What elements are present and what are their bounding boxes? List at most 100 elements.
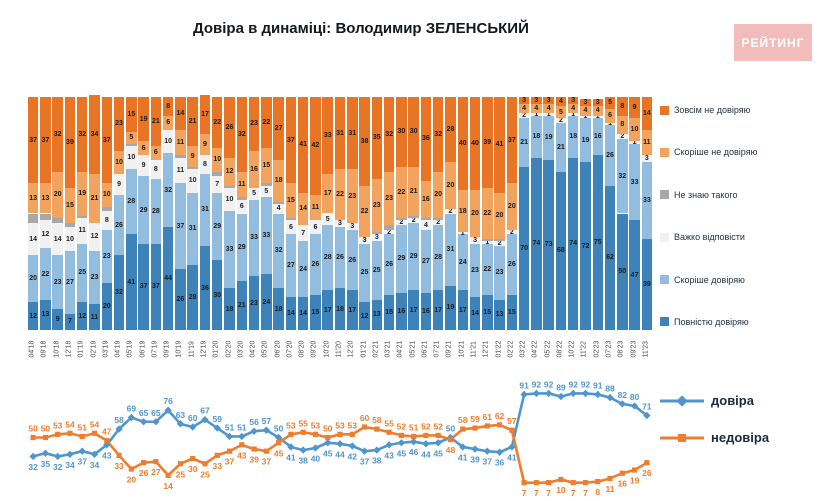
bar-value-label: 37: [151, 283, 160, 291]
bar-value-label: 4: [571, 105, 576, 113]
bar-value-label: 29: [409, 253, 418, 261]
bar-segment: [76, 215, 88, 219]
line-marker: [644, 460, 650, 466]
bar-value-label: 13: [495, 311, 504, 319]
bar-segment: 20: [445, 162, 456, 209]
bar-segment: [52, 218, 63, 223]
bar-segment: 1: [592, 113, 603, 120]
legend-item-full-distrust: Зовсім не довіряю: [660, 105, 815, 115]
bar-value-label: 42: [311, 142, 320, 150]
bar-segment: 6: [285, 220, 297, 235]
bar-segment: 3: [592, 99, 603, 106]
line-marker: [324, 439, 332, 447]
line-marker: [312, 431, 319, 437]
hard-say-swatch-icon: [660, 232, 669, 242]
bar-value-label: 30: [409, 128, 418, 136]
bar-value-label: 23: [102, 253, 111, 261]
line-value-label: 50: [274, 424, 284, 434]
line-value-label: 65: [151, 408, 161, 418]
bar-segment: 26: [113, 194, 125, 256]
bar-segment: 1: [531, 111, 542, 118]
x-axis-label: 08'20: [298, 340, 306, 358]
line-value-label: 26: [139, 468, 149, 478]
bar-segment: 6: [310, 220, 321, 235]
bar-value-label: 26: [311, 261, 320, 269]
bar-value-label: 21: [237, 302, 246, 310]
line-value-label: 69: [127, 404, 137, 414]
x-axis-label: 07'23: [605, 340, 613, 358]
bar-value-label: 16: [593, 133, 602, 141]
bar-segment: 73: [543, 159, 554, 330]
bar-segment: 12: [27, 302, 39, 330]
bar-segment: 74: [531, 157, 542, 330]
x-axis-label: 11'23: [642, 341, 650, 358]
bar-value-label: 10: [102, 191, 111, 199]
bar-value-label: 2: [497, 240, 502, 248]
x-axis-label: 03'20: [237, 340, 245, 358]
bar-value-label: 22: [213, 119, 222, 127]
bar-value-label: 38: [360, 137, 369, 145]
bar-value-label: 37: [176, 222, 185, 230]
bar-value-label: 3: [546, 97, 551, 104]
bar-segment: 27: [273, 97, 284, 160]
line-value-label: 45: [433, 448, 443, 458]
line-value-label: 33: [213, 461, 223, 471]
line-value-label: 52: [397, 421, 407, 431]
bar-segment: 70: [518, 166, 530, 330]
x-axis-label: 09'23: [630, 340, 638, 358]
bar-value-label: 14: [176, 109, 185, 117]
bar-value-label: 3: [338, 220, 342, 228]
line-value-label: 50: [446, 424, 456, 434]
bar-value-label: 18: [336, 305, 344, 313]
bar-value-label: 39: [483, 138, 492, 146]
bar-value-label: 44: [164, 275, 173, 283]
bar-value-label: 4: [522, 105, 527, 113]
bar-value-label: 10: [66, 235, 74, 243]
bar-segment: 23: [52, 255, 63, 310]
bar-value-label: 8: [620, 121, 625, 129]
bar-segment: 26: [506, 234, 518, 296]
bar-value-label: 24: [262, 298, 271, 306]
line-marker: [311, 444, 320, 452]
bar-segment: 15: [261, 148, 272, 184]
bar-value-label: 9: [141, 162, 146, 170]
bar-segment: 22: [334, 169, 346, 221]
line-value-label: 41: [458, 452, 468, 462]
bar-value-label: 6: [166, 119, 171, 127]
bar-segment: 14: [641, 97, 653, 130]
bar-value-label: 5: [608, 99, 612, 107]
bar-segment: 15: [482, 295, 493, 330]
bar-segment: 12: [40, 220, 51, 249]
x-axis-label: 02'23: [593, 340, 601, 358]
bar-segment: 26: [347, 229, 358, 291]
bar-segment: 8: [617, 97, 628, 116]
bar-segment: 39: [482, 97, 493, 188]
line-marker: [336, 440, 344, 448]
line-value-label: 40: [311, 454, 321, 464]
bar-segment: 11: [236, 171, 248, 198]
bar-segment: 6: [604, 108, 616, 123]
bar-value-label: 15: [286, 197, 295, 205]
bar-value-label: 2: [387, 228, 392, 236]
bar-segment: 23: [494, 246, 505, 300]
bar-value-label: 10: [188, 177, 197, 185]
x-axis-label: 12'20: [347, 340, 355, 358]
bar-value-label: 32: [164, 186, 173, 194]
bar-value-label: 10: [225, 196, 234, 203]
bar-value-label: 4: [595, 107, 600, 115]
bar-value-label: 29: [237, 243, 246, 251]
line-value-label: 92: [532, 379, 542, 389]
line-marker: [532, 389, 541, 398]
line-value-label: 43: [237, 450, 247, 460]
bar-segment: [432, 218, 444, 221]
bar-segment: [27, 213, 39, 223]
line-marker: [153, 459, 159, 465]
bar-value-label: 31: [348, 129, 357, 137]
bar-segment: 17: [432, 290, 444, 330]
bar-value-label: 22: [360, 207, 369, 215]
bar-segment: 23: [101, 229, 113, 284]
legend-item-label: Зовсім не довіряю: [674, 105, 751, 115]
bar-value-label: 12: [41, 230, 50, 238]
bar-value-label: 39: [642, 281, 651, 289]
line-marker: [360, 447, 369, 455]
